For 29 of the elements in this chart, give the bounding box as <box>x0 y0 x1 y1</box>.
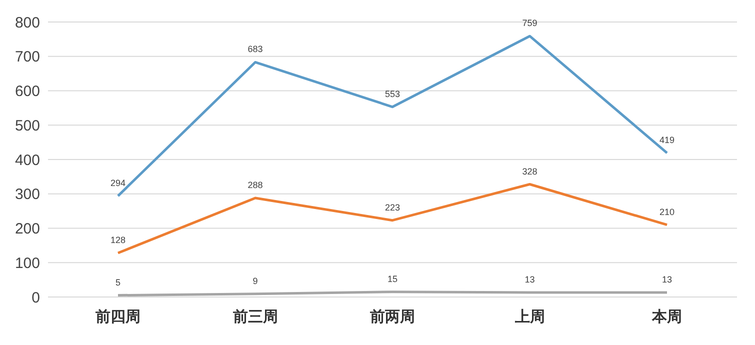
x-tick-label: 前三周 <box>232 308 278 326</box>
data-label: 759 <box>522 18 538 28</box>
data-label: 5 <box>115 277 121 288</box>
y-tick-label: 700 <box>14 48 40 66</box>
y-tick-label: 400 <box>14 152 40 169</box>
data-label: 15 <box>387 274 398 284</box>
y-tick-label: 600 <box>14 83 40 100</box>
x-tick-label: 前两周 <box>369 308 415 326</box>
data-label: 683 <box>248 44 263 54</box>
data-label: 13 <box>524 274 535 285</box>
y-tick-label: 0 <box>32 289 40 306</box>
data-label: 128 <box>110 235 126 245</box>
y-tick-label: 800 <box>14 14 40 32</box>
x-tick-label: 前四周 <box>94 308 140 326</box>
data-label: 328 <box>522 166 538 176</box>
data-label: 553 <box>384 88 400 99</box>
data-label: 210 <box>659 206 675 217</box>
x-tick-label: 本周 <box>651 308 682 326</box>
x-tick-label: 上周 <box>514 308 545 326</box>
data-label: 288 <box>248 180 263 190</box>
y-tick-label: 300 <box>14 186 40 204</box>
y-tick-label: 200 <box>14 220 40 238</box>
data-label: 13 <box>662 274 672 285</box>
data-label: 419 <box>659 134 675 145</box>
y-tick-label: 100 <box>14 254 40 272</box>
y-tick-label: 500 <box>14 117 40 134</box>
data-label: 294 <box>110 178 126 188</box>
data-label: 9 <box>252 276 258 286</box>
data-label: 223 <box>384 202 400 212</box>
